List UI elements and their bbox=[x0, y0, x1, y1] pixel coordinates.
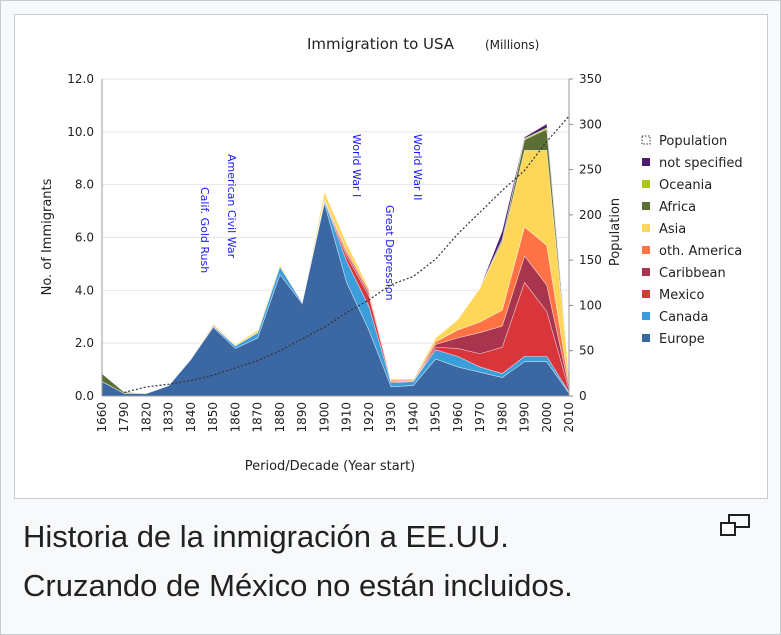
x-tick-label: 1820 bbox=[139, 402, 153, 433]
y2-tick-label: 350 bbox=[579, 72, 602, 86]
annotation: World War II bbox=[411, 134, 424, 200]
x-tick-label: 1870 bbox=[251, 402, 265, 433]
x-tick-label: 1880 bbox=[273, 402, 287, 433]
legend-label: Oceania bbox=[659, 178, 712, 193]
legend-label: Population bbox=[659, 134, 727, 149]
legend-label: Africa bbox=[659, 200, 696, 215]
x-tick-label: 1840 bbox=[184, 402, 198, 433]
x-tick-label: 2010 bbox=[562, 402, 576, 433]
legend-label: Asia bbox=[659, 222, 686, 237]
legend-label: not specified bbox=[659, 156, 743, 171]
x-axis-label: Period/Decade (Year start) bbox=[245, 459, 416, 474]
population-line bbox=[124, 115, 570, 393]
x-tick-label: 1850 bbox=[206, 402, 220, 433]
x-tick-label: 2000 bbox=[540, 402, 554, 433]
y2-tick-label: 0 bbox=[579, 389, 587, 403]
x-tick-label: 1990 bbox=[518, 402, 532, 433]
chart: Immigration to USA (Millions) Period/Dec… bbox=[40, 35, 743, 474]
annotation: World War I bbox=[350, 134, 363, 197]
x-tick-label: 1860 bbox=[228, 402, 242, 433]
x-tick-label: 1940 bbox=[406, 402, 420, 433]
caption-line: Cruzando de México no están incluidos. bbox=[23, 568, 573, 603]
x-tick-label: 1910 bbox=[340, 402, 354, 433]
y-tick-label: 10.0 bbox=[67, 125, 94, 139]
x-tick-label: 1960 bbox=[451, 402, 465, 433]
annotation: Great Depression bbox=[383, 205, 396, 301]
x-tick-label: 1980 bbox=[495, 402, 509, 433]
y2-tick-label: 250 bbox=[579, 163, 602, 177]
legend-label: oth. America bbox=[659, 244, 742, 259]
legend-swatch bbox=[642, 224, 650, 232]
legend-swatch bbox=[642, 268, 650, 276]
y2-tick-label: 50 bbox=[579, 344, 594, 358]
caption-line: Historia de la inmigración a EE.UU. bbox=[23, 519, 509, 554]
legend-swatch bbox=[642, 290, 650, 298]
annotation: Calif. Gold Rush bbox=[198, 187, 211, 273]
y-tick-label: 6.0 bbox=[75, 231, 94, 245]
x-tick-label: 1830 bbox=[162, 402, 176, 433]
x-tick-label: 1890 bbox=[295, 402, 309, 433]
x-tick-label: 1900 bbox=[317, 402, 331, 433]
legend-swatch bbox=[641, 135, 651, 145]
x-tick-label: 1930 bbox=[384, 402, 398, 433]
x-tick-label: 1920 bbox=[362, 402, 376, 433]
legend-swatch bbox=[642, 180, 650, 188]
y2-tick-label: 200 bbox=[579, 208, 602, 222]
enlarge-icon[interactable] bbox=[719, 513, 753, 539]
legend-swatch bbox=[642, 334, 650, 342]
x-tick-label: 1970 bbox=[473, 402, 487, 433]
legend-swatch bbox=[642, 312, 650, 320]
y2-tick-label: 300 bbox=[579, 117, 602, 131]
y-tick-label: 8.0 bbox=[75, 178, 94, 192]
y2-tick-label: 150 bbox=[579, 253, 602, 267]
legend-label: Caribbean bbox=[659, 266, 726, 281]
x-tick-label: 1660 bbox=[95, 402, 109, 433]
y2-axis-label: Population bbox=[608, 198, 623, 266]
legend-swatch bbox=[642, 202, 650, 210]
x-tick-label: 1790 bbox=[117, 402, 131, 433]
chart-subtitle: (Millions) bbox=[485, 38, 539, 52]
legend-label: Canada bbox=[659, 310, 708, 325]
legend-label: Europe bbox=[659, 332, 705, 347]
y-tick-label: 4.0 bbox=[75, 283, 94, 297]
y2-tick-label: 100 bbox=[579, 298, 602, 312]
x-tick-label: 1950 bbox=[429, 402, 443, 433]
y-axis-label: No. of Immigrants bbox=[40, 178, 55, 295]
image-box: Immigration to USA (Millions) Period/Dec… bbox=[14, 14, 768, 499]
chart-title: Immigration to USA bbox=[307, 35, 455, 53]
y-tick-label: 12.0 bbox=[67, 72, 94, 86]
y-tick-label: 0.0 bbox=[75, 389, 94, 403]
legend-swatch bbox=[642, 158, 650, 166]
y-tick-label: 2.0 bbox=[75, 336, 94, 350]
annotation: American Civil War bbox=[225, 154, 238, 259]
legend-swatch bbox=[642, 246, 650, 254]
legend-label: Mexico bbox=[659, 288, 704, 303]
